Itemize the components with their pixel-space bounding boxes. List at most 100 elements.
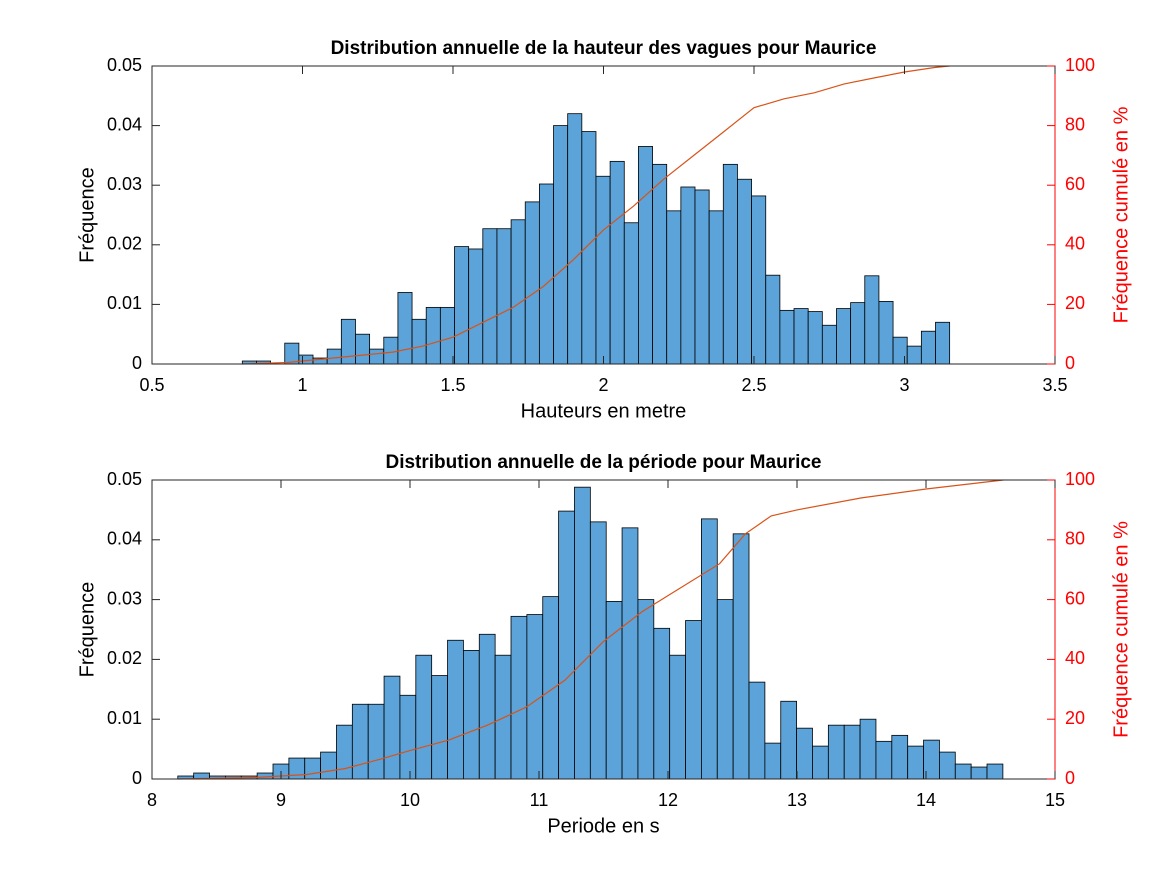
y-tick-label: 0 [132,768,142,788]
x-tick-label: 1 [297,375,307,395]
y-tick-label: 0.05 [107,469,142,489]
bar [652,163,668,365]
bar [765,274,781,365]
bar [637,599,655,780]
bar [764,742,782,780]
x-tick-label: 13 [787,790,807,810]
x-tick-label: 1.5 [440,375,465,395]
x-tick-label: 0.5 [139,375,164,395]
chart-title: Distribution annuelle de la période pour… [385,452,821,473]
x-tick-label: 3 [899,375,909,395]
bar [935,321,951,365]
bar [439,306,455,365]
bar [623,222,639,365]
bar [425,306,441,365]
bar [542,596,560,780]
y2-tick-label: 80 [1065,114,1085,134]
bar [558,510,575,780]
y2-tick-label: 100 [1065,469,1095,489]
y2-tick-label: 80 [1065,529,1085,549]
bar [383,675,401,780]
x-axis-label: Hauteurs en metre [521,400,687,422]
bar [605,600,623,780]
bar [722,163,738,365]
y-tick-label: 0.03 [107,174,142,194]
bar [621,527,639,780]
bar [708,210,724,365]
cumulative-line [242,65,950,365]
bar [447,639,464,780]
y-axis-label: Fréquence [76,582,98,678]
bar [907,745,924,780]
bar [478,633,496,780]
bar [748,681,766,780]
bar [284,342,300,365]
bar [920,330,936,365]
y-tick-label: 0.01 [107,708,142,728]
bar [680,186,696,365]
bar [780,700,798,780]
x-tick-label: 8 [147,790,157,810]
y-tick-label: 0.04 [107,114,142,134]
y2-axis-label: Fréquence cumulé en % [1110,106,1132,323]
y2-tick-label: 20 [1065,708,1085,728]
y2-tick-label: 0 [1065,768,1075,788]
bar [666,210,682,365]
bar [304,757,322,780]
y2-tick-label: 60 [1065,174,1085,194]
x-tick-label: 11 [530,790,549,810]
bar [843,724,861,780]
bar [574,486,591,780]
x-tick-label: 9 [276,790,286,810]
x-tick-label: 10 [400,790,420,810]
y-tick-label: 0.01 [107,293,142,313]
bar [751,195,767,365]
bar [986,763,1004,780]
bar [397,292,413,365]
y-tick-label: 0.02 [107,234,142,254]
bar [355,333,371,365]
x-tick-label: 2 [598,375,608,395]
x-tick-label: 2.5 [741,375,766,395]
bar [779,309,795,365]
bar [595,175,611,365]
bar [399,694,417,780]
y-axis-label: Fréquence [76,167,98,263]
bar [812,745,829,780]
bar [510,615,528,780]
bar [415,654,433,780]
bar [351,703,369,780]
bar [954,763,972,780]
bar [567,113,583,365]
x-tick-label: 15 [1045,790,1065,810]
bar [685,620,702,780]
y-tick-label: 0.03 [107,588,142,608]
bar [669,654,686,780]
bar [638,146,653,365]
bar [468,248,484,365]
bar [793,308,809,365]
y-tick-label: 0.04 [107,529,142,549]
y2-axis-label: Fréquence cumulé en % [1110,521,1132,738]
bar [320,751,337,780]
bar [326,348,342,365]
bar [878,301,894,365]
x-axis-label: Periode en s [547,815,659,837]
x-tick-label: 3.5 [1042,375,1067,395]
bar [369,348,385,365]
bar [454,246,470,365]
bar [694,189,710,365]
bar [906,345,922,365]
y2-tick-label: 40 [1065,234,1085,254]
bar [496,228,512,365]
bar [494,654,512,780]
bar [850,302,866,365]
bar [821,324,837,365]
y2-tick-label: 40 [1065,648,1085,668]
y2-tick-label: 100 [1065,55,1095,75]
bar [875,740,893,780]
y2-tick-label: 60 [1065,588,1085,608]
bar [827,724,845,780]
